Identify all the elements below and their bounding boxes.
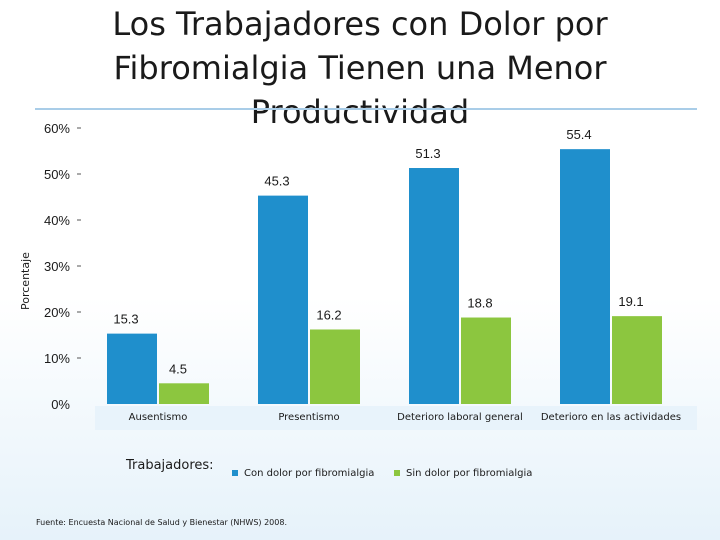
y-tick-label: 60% — [44, 121, 70, 136]
x-category-label: Ausentismo — [129, 412, 188, 423]
legend-swatch-sin-dolor — [394, 470, 400, 476]
bar-con-dolor — [409, 168, 459, 404]
x-category-label: Deterioro en las actividades — [541, 412, 681, 423]
bar-data-label: 4.5 — [169, 361, 187, 376]
bar-data-label: 45.3 — [264, 174, 289, 189]
bar-sin-dolor — [310, 329, 360, 404]
chart-title: Los Trabajadores con Dolor por Fibromial… — [112, 5, 608, 131]
x-category-label: Deterioro laboral general — [397, 412, 523, 423]
bar-data-label: 18.8 — [467, 296, 492, 311]
y-tick-label: 10% — [44, 351, 70, 366]
y-tick-label: 20% — [44, 305, 70, 320]
category-label-band — [95, 406, 697, 430]
bar-con-dolor — [258, 195, 308, 404]
bar-data-label: 51.3 — [415, 146, 440, 161]
title-divider — [35, 108, 697, 110]
bar-sin-dolor — [461, 317, 511, 404]
x-category-label: Presentismo — [278, 412, 339, 423]
bar-data-label: 55.4 — [566, 127, 591, 142]
bar-con-dolor — [560, 149, 610, 404]
legend-title: Trabajadores: — [126, 458, 214, 473]
legend-label-sin-dolor: Sin dolor por fibromialgia — [406, 468, 533, 479]
legend-item-sin-dolor: Sin dolor por fibromialgia — [394, 468, 532, 479]
bar-con-dolor — [107, 333, 157, 404]
legend-label-con-dolor: Con dolor por fibromialgia — [244, 468, 375, 479]
bar-data-label: 15.3 — [113, 312, 138, 327]
y-tick-label: 30% — [44, 259, 70, 274]
source-footnote: Fuente: Encuesta Nacional de Salud y Bie… — [36, 518, 287, 527]
legend-swatch-con-dolor — [232, 470, 238, 476]
bar-sin-dolor — [612, 316, 662, 404]
legend-item-con-dolor: Con dolor por fibromialgia — [232, 468, 374, 479]
bar-data-label: 16.2 — [316, 307, 341, 322]
y-tick-label: 40% — [44, 213, 70, 228]
bar-data-label: 19.1 — [618, 294, 643, 309]
y-tick-label: 0% — [51, 397, 70, 412]
y-tick-label: 50% — [44, 167, 70, 182]
bar-sin-dolor — [159, 383, 209, 404]
